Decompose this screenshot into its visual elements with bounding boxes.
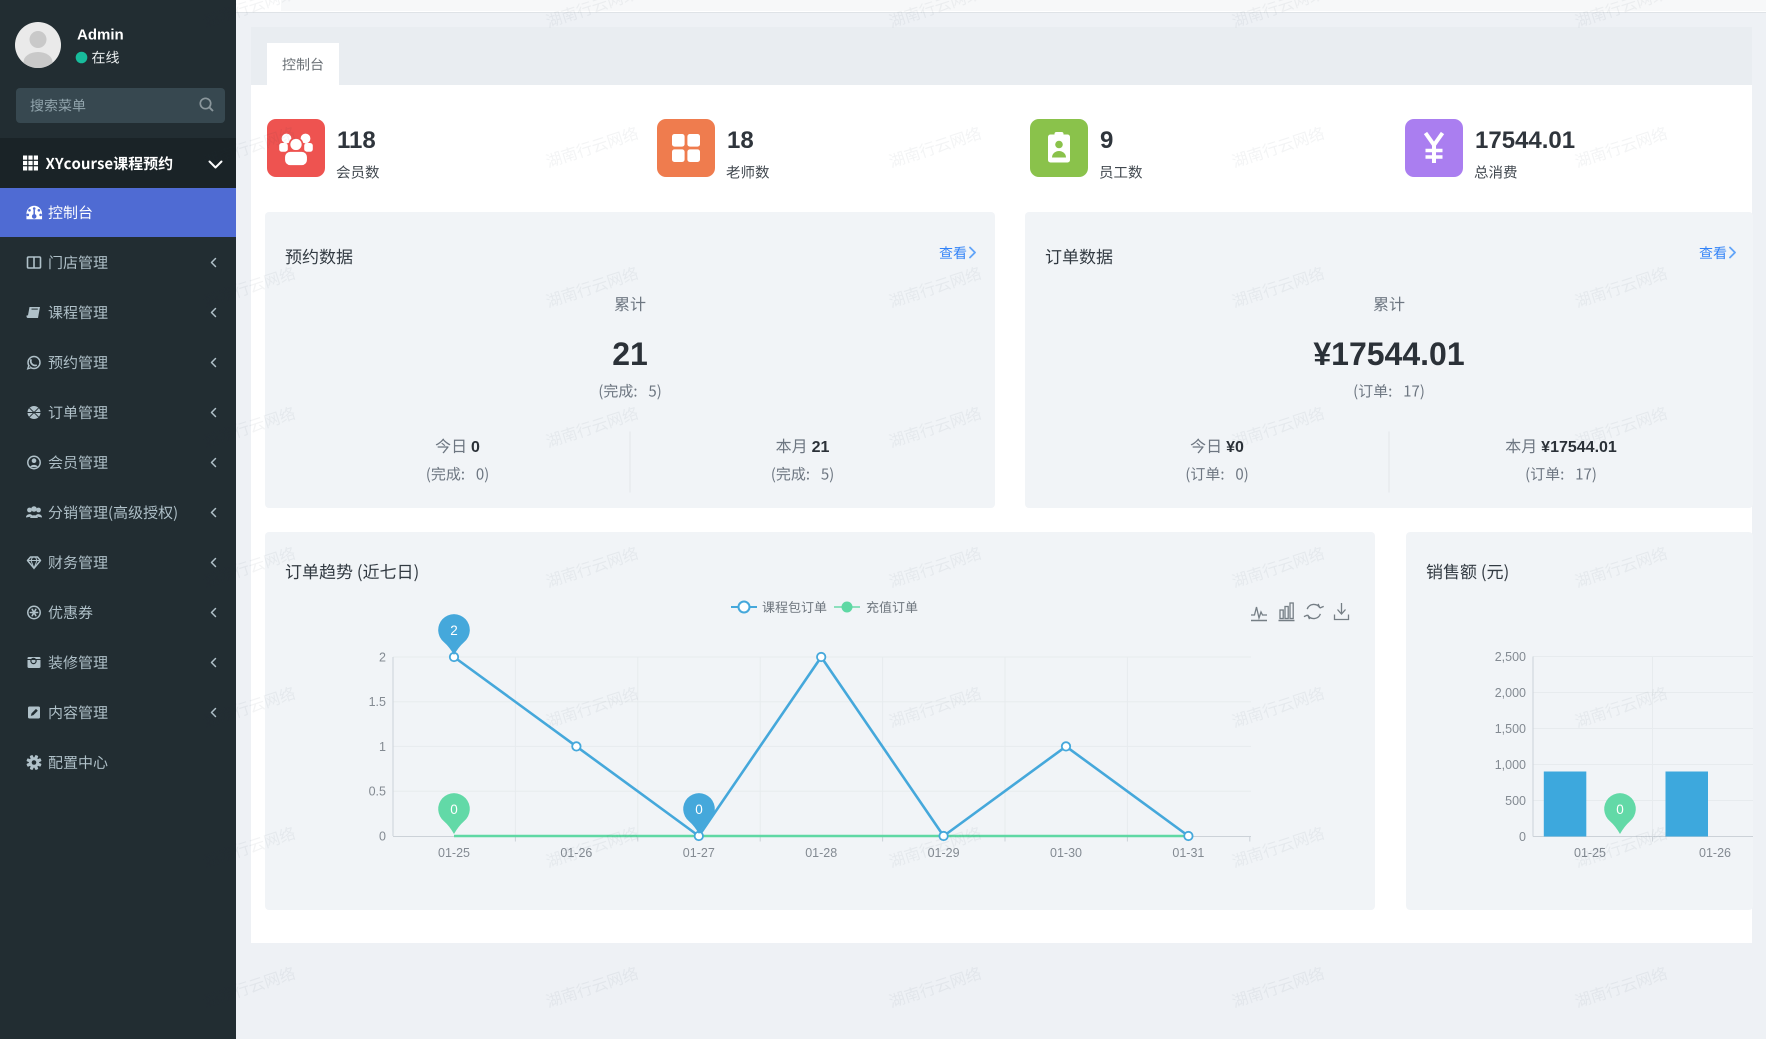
svg-text:0: 0 <box>695 802 703 817</box>
svg-text:1,500: 1,500 <box>1495 722 1526 736</box>
svg-text:Admin: Admin <box>77 27 124 44</box>
svg-text:01-25: 01-25 <box>438 846 470 860</box>
svg-text:01-28: 01-28 <box>805 846 837 860</box>
svg-text:118: 118 <box>337 127 376 154</box>
svg-text:1,000: 1,000 <box>1495 758 1526 772</box>
svg-text:¥0: ¥0 <box>1226 439 1244 456</box>
svg-text:500: 500 <box>1505 794 1526 808</box>
svg-text:0: 0 <box>1616 802 1624 817</box>
svg-text:0: 0 <box>450 802 458 817</box>
svg-text:0: 0 <box>471 439 480 456</box>
svg-text:01-27: 01-27 <box>683 846 715 860</box>
svg-text:01-30: 01-30 <box>1050 846 1082 860</box>
svg-text:2: 2 <box>450 623 458 638</box>
svg-text:1.5: 1.5 <box>369 695 386 709</box>
svg-text:0: 0 <box>1519 830 1526 844</box>
svg-text:1: 1 <box>379 740 386 754</box>
svg-text:0.5: 0.5 <box>369 785 386 799</box>
svg-text:¥17544.01: ¥17544.01 <box>1313 336 1464 372</box>
svg-text:21: 21 <box>812 439 830 456</box>
svg-text:01-31: 01-31 <box>1172 846 1204 860</box>
svg-text:17544.01: 17544.01 <box>1475 127 1575 154</box>
svg-text:2,000: 2,000 <box>1495 686 1526 700</box>
svg-text:18: 18 <box>727 127 754 154</box>
svg-text:2,500: 2,500 <box>1495 650 1526 664</box>
svg-text:2: 2 <box>379 651 386 665</box>
svg-text:9: 9 <box>1100 127 1113 154</box>
svg-text:01-29: 01-29 <box>928 846 960 860</box>
svg-text:21: 21 <box>612 336 648 372</box>
svg-text:0: 0 <box>379 830 386 844</box>
svg-text:01-26: 01-26 <box>1699 846 1731 860</box>
